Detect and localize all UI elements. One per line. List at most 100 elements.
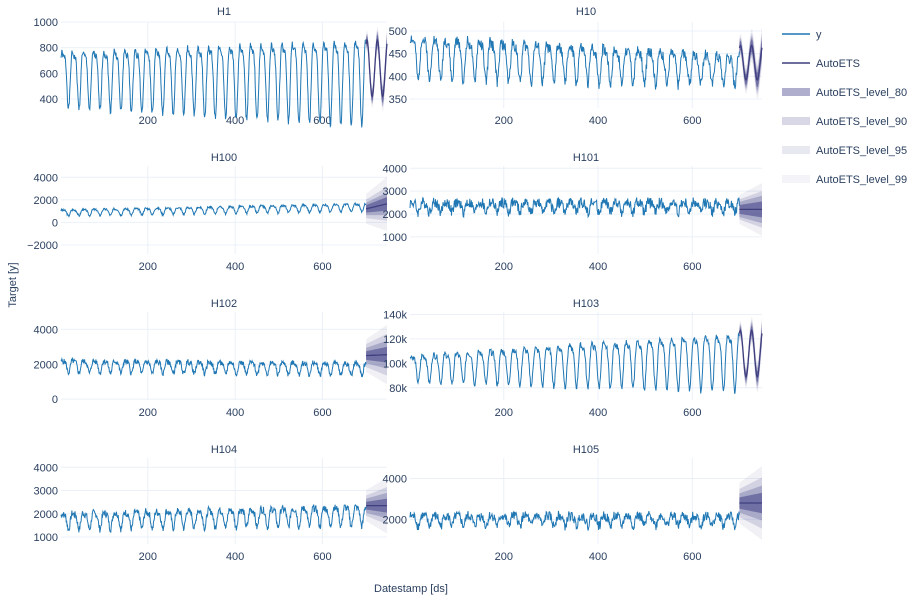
series-line-y [60, 201, 367, 218]
y-tick-label: −2000 [27, 240, 58, 252]
subplot-h104: H104 200 400 600 1000 2000 3000 4000 [34, 444, 387, 563]
y-tick-label: 3000 [34, 486, 58, 498]
subplot-title: H101 [573, 152, 599, 164]
y-tick-label: 4000 [383, 163, 407, 175]
y-tick-label: 4000 [34, 172, 58, 184]
legend-label: AutoETS_level_90 [816, 116, 907, 128]
y-tick-label: 1000 [383, 232, 407, 244]
subplot-title: H103 [573, 298, 599, 310]
series-line-autoets [365, 38, 388, 98]
legend-item[interactable]: y [782, 29, 822, 41]
x-tick-label: 200 [495, 261, 513, 273]
legend-item[interactable]: AutoETS_level_90 [782, 116, 907, 128]
x-tick-label: 400 [226, 115, 244, 127]
series-line-y [60, 356, 367, 378]
y-tick-label: 3000 [383, 186, 407, 198]
legend-item[interactable]: AutoETS_level_99 [782, 174, 907, 186]
subplot-h10: H10 200 400 600 350 400 450 500 [389, 6, 763, 127]
y-tick-label: 2000 [34, 195, 58, 207]
y-tick-label: 1000 [34, 17, 58, 29]
legend-label: AutoETS_level_99 [816, 174, 907, 186]
x-tick-label: 600 [313, 551, 331, 563]
subplot-title: H1 [217, 6, 231, 18]
x-tick-label: 600 [313, 407, 331, 419]
x-tick-label: 200 [139, 261, 157, 273]
y-tick-label: 120k [383, 334, 407, 346]
x-axis-title: Datestamp [ds] [374, 583, 448, 595]
x-tick-label: 400 [226, 407, 244, 419]
subplot-title: H104 [211, 444, 237, 456]
prediction-interval-band [366, 197, 387, 213]
y-tick-label: 800 [40, 43, 58, 55]
y-tick-label: 1000 [34, 532, 58, 544]
y-tick-label: 4000 [34, 324, 58, 336]
legend-swatch [782, 117, 810, 125]
x-tick-label: 200 [495, 551, 513, 563]
y-tick-label: 600 [40, 68, 58, 80]
subplot-h100: H100 200 400 600 −2000 0 2000 4000 [27, 152, 388, 273]
y-tick-label: 400 [389, 71, 407, 83]
y-tick-label: 4000 [383, 473, 407, 485]
x-tick-label: 200 [139, 115, 157, 127]
y-tick-label: 2000 [34, 359, 58, 371]
legend-item[interactable]: AutoETS [782, 58, 860, 70]
legend-swatch [782, 146, 810, 154]
legend-swatch [782, 175, 810, 183]
subplot-h105: H105 200 400 600 2000 4000 [383, 444, 762, 563]
x-tick-label: 200 [495, 115, 513, 127]
y-tick-label: 4000 [34, 462, 58, 474]
x-tick-label: 400 [589, 407, 607, 419]
x-tick-label: 400 [226, 261, 244, 273]
y-tick-label: 0 [52, 394, 58, 406]
legend-label: AutoETS_level_80 [816, 87, 907, 99]
y-tick-label: 450 [389, 49, 407, 61]
series-line-autoets [365, 203, 388, 210]
x-tick-label: 600 [683, 261, 701, 273]
legend-label: AutoETS_level_95 [816, 145, 907, 157]
y-tick-label: 0 [52, 217, 58, 229]
subplot-title: H105 [573, 444, 599, 456]
subplot-h1: H1 200 400 600 400 600 800 1000 [34, 6, 388, 128]
x-tick-label: 600 [313, 115, 331, 127]
series-line-y [409, 510, 740, 531]
y-tick-label: 400 [40, 94, 58, 106]
series-line-autoets [365, 354, 387, 357]
subplot-title: H102 [211, 298, 237, 310]
y-tick-label: 2000 [383, 514, 407, 526]
legend-label: AutoETS [816, 58, 860, 70]
subplot-title: H100 [211, 152, 237, 164]
series-line-y [60, 504, 367, 533]
series-line-autoets [738, 44, 763, 81]
subplot-h103: H103 200 400 600 80k 100k 120k 140k [383, 298, 763, 419]
x-tick-label: 400 [226, 551, 244, 563]
y-tick-label: 100k [383, 358, 407, 370]
x-tick-label: 200 [495, 407, 513, 419]
x-tick-label: 600 [313, 261, 331, 273]
x-tick-label: 400 [589, 115, 607, 127]
legend-item[interactable]: AutoETS_level_95 [782, 145, 907, 157]
x-tick-label: 200 [139, 407, 157, 419]
x-tick-label: 600 [683, 407, 701, 419]
legend-swatch [782, 88, 810, 96]
x-tick-label: 600 [683, 551, 701, 563]
y-tick-label: 2000 [383, 209, 407, 221]
x-tick-label: 400 [589, 261, 607, 273]
y-tick-label: 140k [383, 309, 407, 321]
legend[interactable]: y AutoETS AutoETS_level_80 AutoETS_level_90… [782, 29, 907, 186]
x-tick-label: 600 [683, 115, 701, 127]
series-line-y [60, 39, 367, 128]
y-tick-label: 2000 [34, 509, 58, 521]
subplot-h101: H101 200 400 600 1000 2000 3000 4000 [383, 152, 762, 273]
y-tick-label: 80k [389, 383, 407, 395]
series-line-autoets [738, 328, 763, 379]
y-tick-label: 500 [389, 26, 407, 38]
series-line-y [409, 331, 740, 394]
legend-item[interactable]: AutoETS_level_80 [782, 87, 907, 99]
series-line-y [409, 197, 740, 219]
y-axis-title: Target [y] [7, 262, 19, 307]
subplot-title: H10 [576, 6, 596, 18]
series-line-y [409, 35, 740, 90]
legend-label: y [816, 29, 822, 41]
